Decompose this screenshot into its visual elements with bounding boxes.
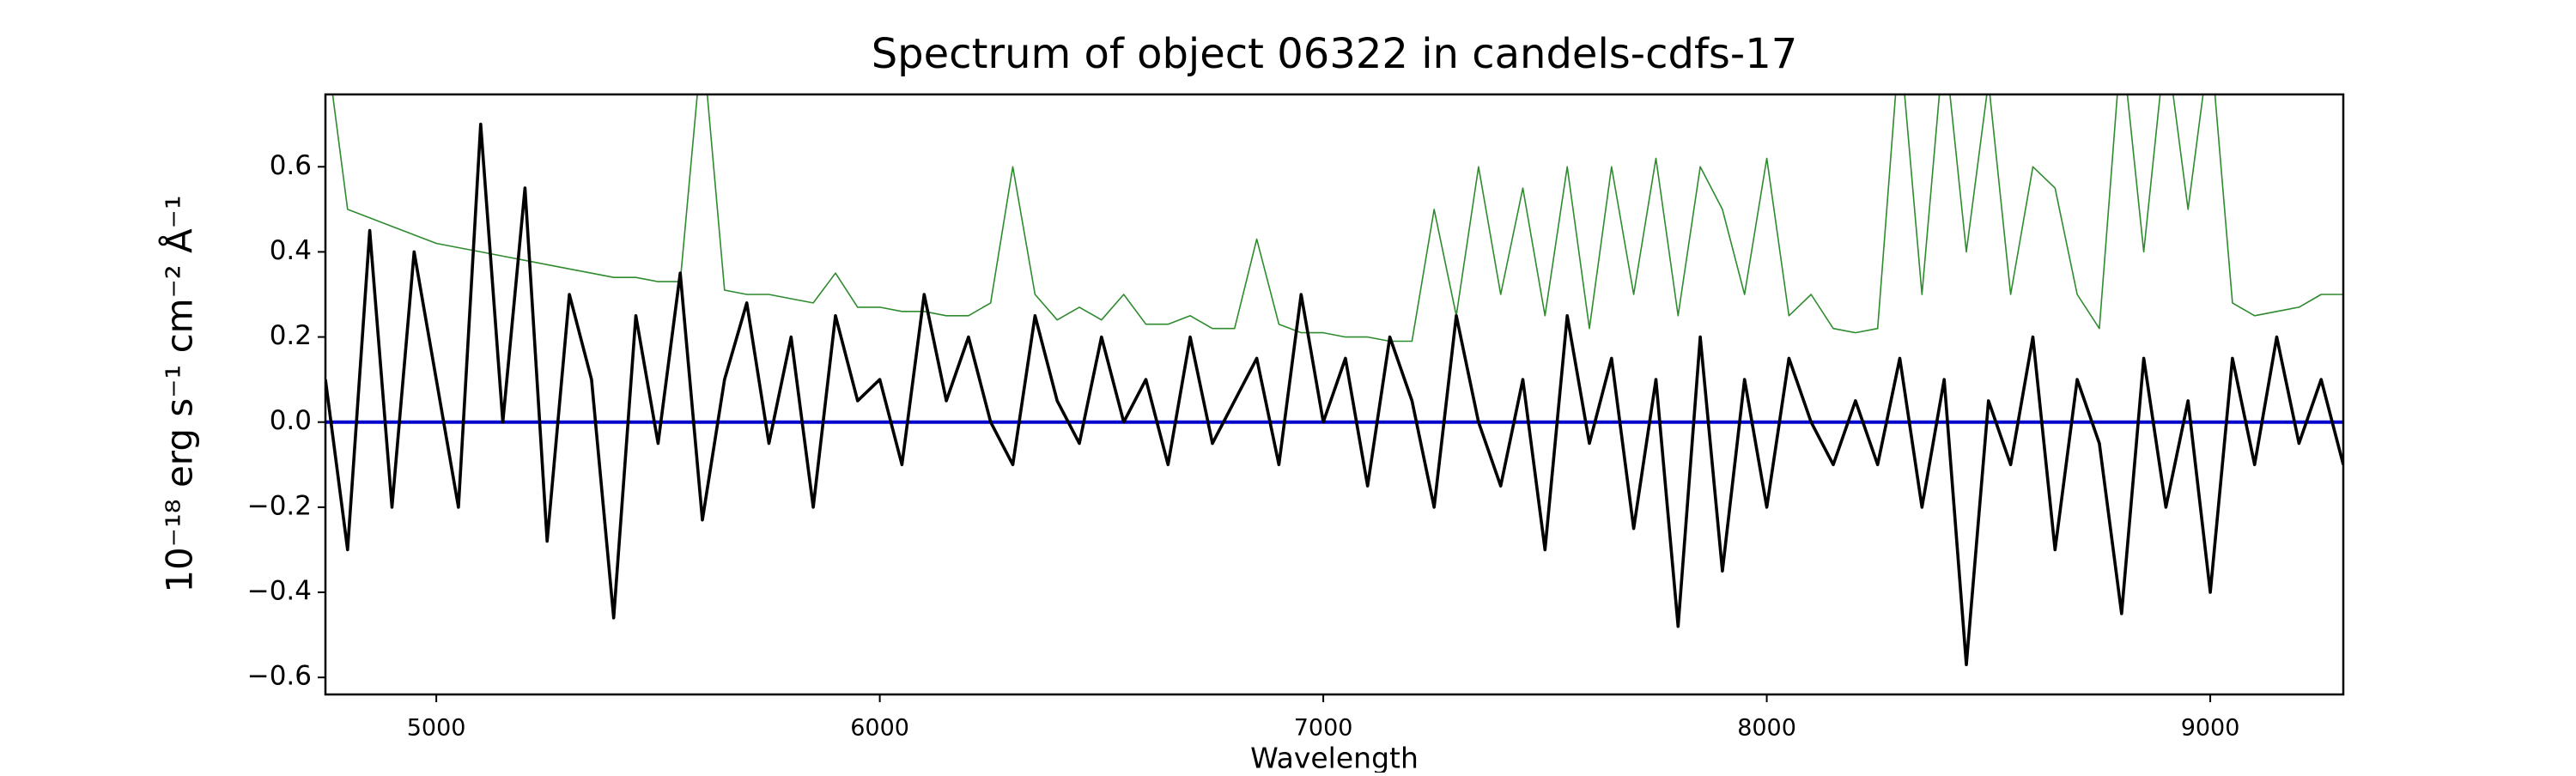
x-axis-label: Wavelength: [1250, 742, 1419, 773]
y-tick-label: −0.4: [247, 576, 312, 607]
chart-title: Spectrum of object 06322 in candels-cdfs…: [872, 30, 1798, 78]
x-tick-label: 7000: [1294, 715, 1353, 742]
spectrum-line: [331, 94, 2343, 343]
y-tick-label: 0.4: [270, 235, 312, 266]
y-tick-label: −0.6: [247, 661, 312, 692]
spectrum-line: [325, 122, 2343, 667]
x-tick-label: 6000: [850, 715, 909, 742]
y-tick-label: 0.6: [270, 150, 312, 181]
plot-frame: [324, 93, 2345, 696]
y-tick-label: 0.2: [270, 320, 312, 351]
x-tick-label: 8000: [1737, 715, 1796, 742]
y-tick-label: −0.2: [247, 490, 312, 521]
y-tick-label: 0.0: [270, 405, 312, 436]
x-tick-label: 5000: [407, 715, 466, 742]
y-axis-label: 10⁻¹⁸ erg s⁻¹ cm⁻² Å⁻¹: [158, 195, 201, 592]
x-tick-label: 9000: [2181, 715, 2240, 742]
plot-area: [325, 94, 2343, 667]
